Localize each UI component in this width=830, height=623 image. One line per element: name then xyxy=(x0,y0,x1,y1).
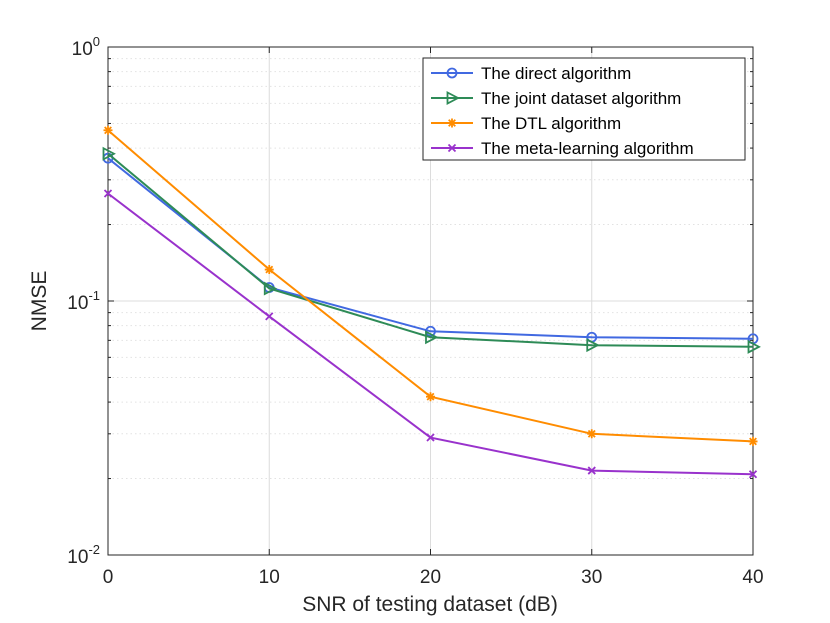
legend-label: The meta-learning algorithm xyxy=(481,139,694,158)
data-point xyxy=(103,189,113,198)
legend-label: The direct algorithm xyxy=(481,64,631,83)
legend-label: The DTL algorithm xyxy=(481,114,621,133)
series-3 xyxy=(103,125,758,446)
legend-item: The direct algorithm xyxy=(431,64,631,83)
y-tick-label: 100 xyxy=(72,34,100,60)
data-point xyxy=(103,125,113,135)
legend-label: The joint dataset algorithm xyxy=(481,89,681,108)
x-axis-label: SNR of testing dataset (dB) xyxy=(302,593,558,616)
legend-marker xyxy=(446,91,460,105)
y-axis-label: NMSE xyxy=(28,271,51,332)
tick-marks xyxy=(107,46,754,556)
legend-marker xyxy=(447,118,457,128)
series-2 xyxy=(102,146,761,354)
x-tick-label: 10 xyxy=(259,567,280,588)
data-point xyxy=(426,392,435,402)
series-group xyxy=(102,125,761,479)
x-tick-label: 40 xyxy=(742,567,763,588)
data-point xyxy=(748,436,758,446)
data-point xyxy=(264,265,274,275)
y-tick-labels: 10-2 10-1 100 xyxy=(67,34,100,568)
legend-item: The meta-learning algorithm xyxy=(431,139,694,158)
legend-item: The DTL algorithm xyxy=(431,114,621,133)
data-point xyxy=(425,330,439,345)
x-tick-labels: 0 10 20 30 40 xyxy=(103,567,764,588)
series-line xyxy=(107,152,754,348)
legend: The direct algorithm The joint dataset al… xyxy=(422,57,746,161)
data-point xyxy=(748,470,758,479)
data-point xyxy=(426,433,435,442)
legend-marker xyxy=(447,143,457,153)
legend-box xyxy=(422,57,746,161)
data-point xyxy=(747,339,761,354)
data-point xyxy=(587,466,596,475)
x-tick-label: 30 xyxy=(581,567,602,588)
data-point xyxy=(265,312,274,321)
data-point xyxy=(586,338,600,353)
data-point xyxy=(587,429,597,439)
legend-marker xyxy=(446,67,458,79)
legend-item: The joint dataset algorithm xyxy=(431,89,681,108)
x-tick-label: 20 xyxy=(420,567,441,588)
y-tick-label: 10-2 xyxy=(67,542,100,568)
y-tick-label: 10-1 xyxy=(67,288,100,314)
series-4 xyxy=(103,189,758,479)
data-point xyxy=(263,281,278,296)
x-tick-label: 0 xyxy=(103,567,114,588)
data-point xyxy=(102,146,116,161)
